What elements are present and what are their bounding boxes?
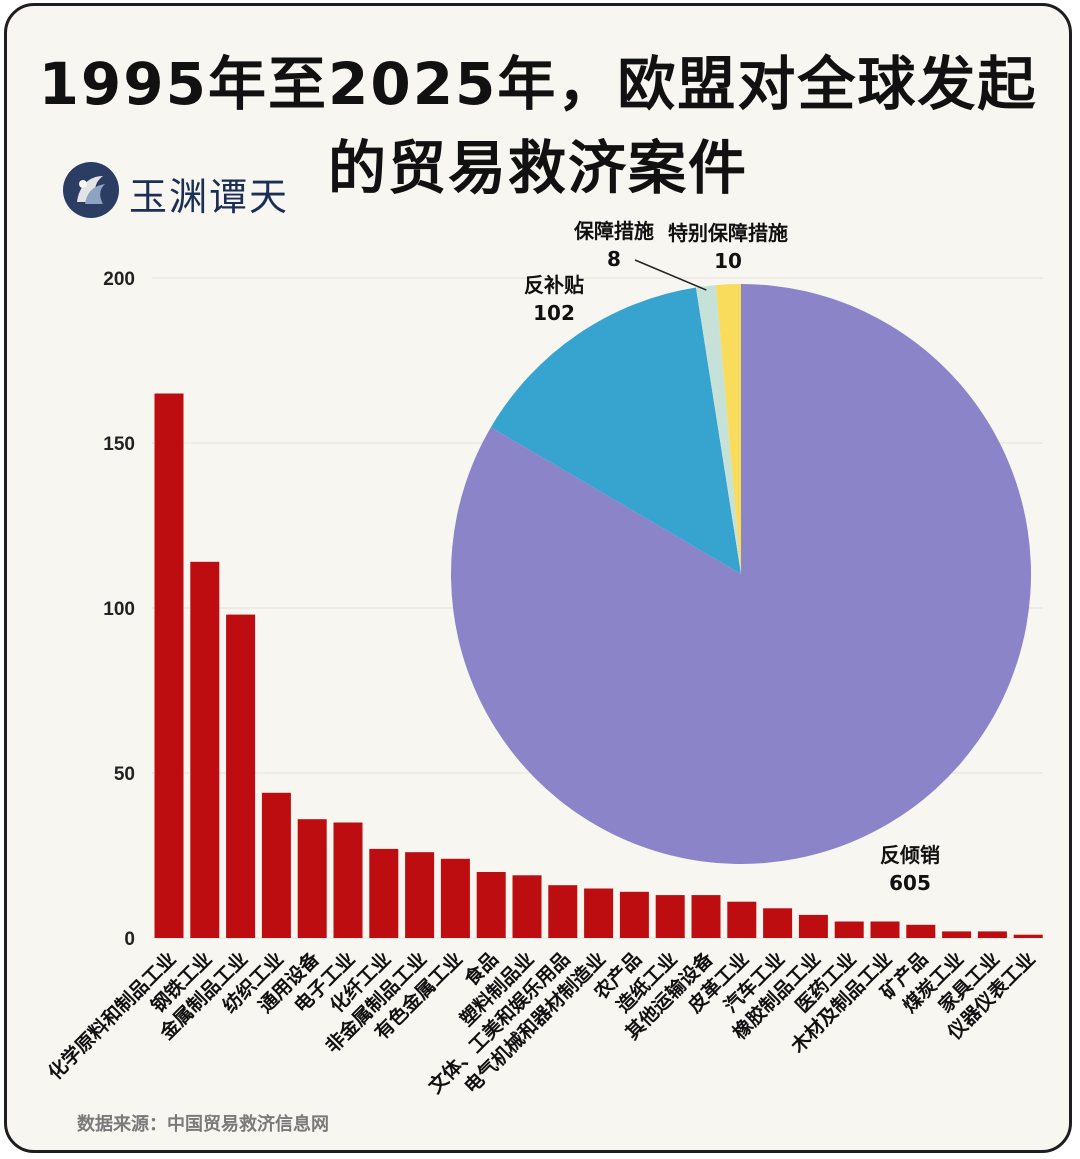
y-tick-label: 0: [124, 929, 135, 950]
pie-labels: 反倾销 605 反补贴 102 保障措施 8 特别保障措施 10: [524, 219, 940, 895]
bar: [870, 921, 900, 938]
data-source: 数据来源：中国贸易救济信息网: [77, 1114, 329, 1135]
infographic-card: 1995年至2025年，欧盟对全球发起 的贸易救济案件 玉渊谭天 0 50 100 1…: [4, 3, 1072, 1153]
bar: [906, 924, 936, 938]
bar-series: [154, 393, 1043, 938]
bar: [369, 848, 399, 938]
bar: [548, 885, 578, 938]
bar: [297, 819, 327, 938]
pie-slice: [490, 287, 741, 574]
pie-slice: [695, 285, 741, 574]
bar: [655, 895, 685, 938]
pie-slice: [715, 284, 741, 574]
bar: [440, 858, 470, 938]
bar: [476, 872, 506, 938]
y-axis-ticks: 0 50 100 150 200: [103, 269, 135, 950]
pie-slice-label: 特别保障措施: [668, 221, 788, 245]
pie-slice-value: 605: [889, 871, 931, 895]
bar: [154, 393, 184, 938]
logo-text: 玉渊谭天: [129, 175, 290, 219]
bar: [619, 891, 649, 938]
leader-line: [634, 259, 707, 291]
pie-slice-label: 反倾销: [880, 843, 940, 867]
chart-title: 1995年至2025年，欧盟对全球发起 的贸易救济案件: [7, 42, 1069, 210]
y-tick-label: 150: [103, 434, 135, 455]
x-axis-labels: 化学原料和制品工业钢铁工业金属制品工业纺织工业通用设备电子工业化纤工业非金属制品…: [43, 947, 1039, 1098]
bar: [261, 792, 291, 938]
bar: [977, 931, 1007, 938]
bar: [763, 908, 793, 938]
bar: [798, 914, 828, 938]
pie-slice-value: 102: [533, 301, 575, 325]
bar: [333, 822, 363, 938]
pie-slice-label: 保障措施: [573, 219, 654, 243]
y-tick-label: 50: [114, 764, 135, 785]
title-line-1: 1995年至2025年，欧盟对全球发起: [38, 50, 1038, 118]
bar: [190, 561, 220, 938]
bar: [226, 614, 256, 938]
bar: [1013, 934, 1043, 938]
bar: [727, 901, 757, 938]
bar: [691, 895, 721, 938]
y-tick-label: 100: [103, 599, 135, 620]
chart-canvas: 0 50 100 150 200 化学原料和制品工业钢铁工业金属制品工业纺织工业通用设备…: [43, 219, 1043, 1098]
bar: [584, 888, 614, 938]
bar: [512, 875, 542, 938]
pie-slice-value: 10: [714, 249, 742, 273]
y-tick-label: 200: [103, 269, 135, 290]
pie-slice-value: 8: [607, 247, 621, 271]
pie-slice-label: 反补贴: [524, 273, 584, 297]
title-line-2: 的贸易救济案件: [327, 134, 748, 202]
bar: [834, 921, 864, 938]
pie-chart: [451, 284, 1032, 864]
yuyuantantian-logo-icon: [63, 162, 119, 218]
bar: [405, 852, 435, 938]
bar: [942, 931, 972, 938]
